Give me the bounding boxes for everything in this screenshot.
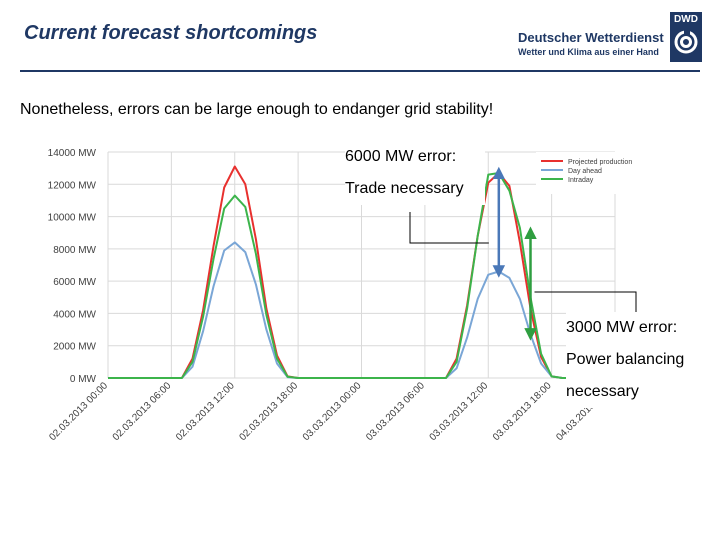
x-tick-label: 03.03.2013 06:00 — [364, 380, 427, 443]
dwd-emblem: DWD — [670, 12, 702, 62]
x-tick-label: 03.03.2013 00:00 — [301, 380, 364, 443]
y-tick-label: 0 MW — [70, 374, 97, 385]
callout-balancing-line1: 3000 MW error: — [566, 319, 678, 336]
logo-abbr: DWD — [674, 14, 698, 25]
callout-balancing-line3: necessary — [566, 383, 639, 400]
y-tick-label: 10000 MW — [48, 213, 97, 224]
x-tick-label: 02.03.2013 18:00 — [237, 380, 300, 443]
y-tick-label: 2000 MW — [53, 342, 96, 353]
y-tick-label: 4000 MW — [53, 309, 96, 320]
y-tick-label: 6000 MW — [53, 277, 96, 288]
y-axis-ticks: 0 MW 2000 MW 4000 MW 6000 MW 8000 MW 10000 MW… — [48, 148, 97, 385]
x-axis-ticks: 02.03.2013 00:00 02.03.2013 06:00 02.03.20… — [47, 380, 617, 443]
legend-label: Day ahead — [568, 168, 602, 175]
title-rule — [20, 70, 700, 72]
slide-title: Current forecast shortcomings — [24, 22, 318, 44]
subtitle: Nonetheless, errors can be large enough … — [20, 101, 494, 118]
spiral-icon — [674, 30, 698, 54]
x-tick-label: 03.03.2013 18:00 — [491, 380, 554, 443]
legend: Projected production Day ahead Intraday — [536, 152, 642, 194]
logo-tagline: Wetter und Klima aus einer Hand — [518, 47, 659, 57]
legend-box — [536, 152, 642, 194]
y-tick-label: 14000 MW — [48, 148, 97, 159]
callout-balancing-line2: Power balancing — [566, 351, 685, 368]
callout-trade-line1: 6000 MW error: — [345, 148, 457, 165]
logo-name: Deutscher Wetterdienst — [518, 30, 664, 45]
legend-label: Projected production — [568, 159, 632, 166]
x-tick-label: 02.03.2013 00:00 — [47, 380, 110, 443]
connector-trade — [409, 212, 489, 244]
callout-trade-line2: Trade necessary — [345, 180, 464, 197]
x-tick-label: 03.03.2013 12:00 — [428, 380, 491, 443]
x-tick-label: 02.03.2013 06:00 — [111, 380, 174, 443]
x-tick-label: 02.03.2013 12:00 — [174, 380, 237, 443]
dwd-logo-text: Deutscher Wetterdienst Wetter und Klima … — [518, 30, 668, 58]
legend-label: Intraday — [568, 177, 594, 184]
callout-trade: 6000 MW error: Trade necessary — [345, 141, 485, 205]
y-tick-label: 12000 MW — [48, 180, 97, 191]
y-tick-label: 8000 MW — [53, 245, 96, 256]
chart-frame — [30, 140, 648, 470]
callout-balancing: 3000 MW error: Power balancing necessary — [566, 312, 706, 408]
